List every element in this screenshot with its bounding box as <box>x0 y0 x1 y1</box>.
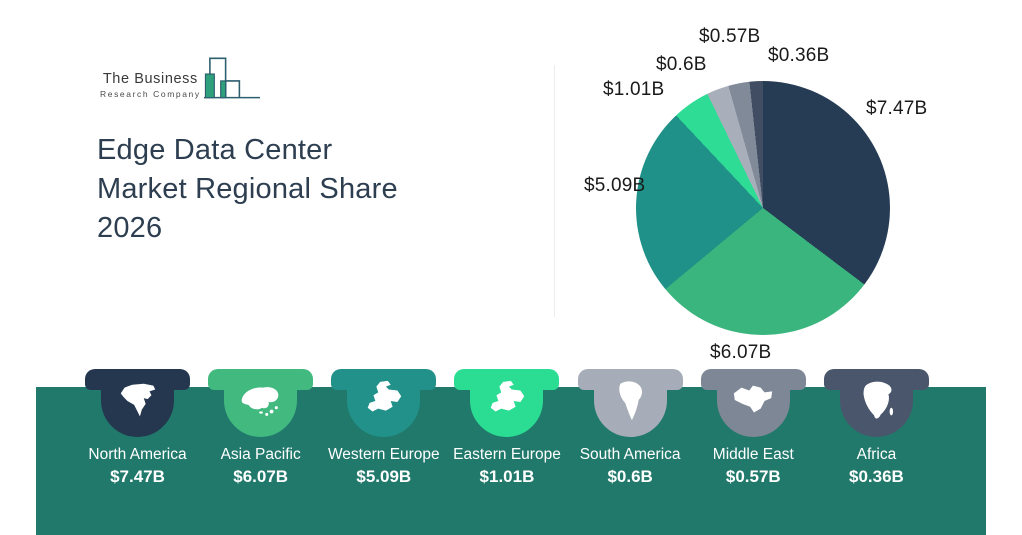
region-value: $0.6B <box>607 467 653 486</box>
region-name: Eastern Europe <box>453 446 561 463</box>
region-name: South America <box>579 446 681 463</box>
badge-ribbon-shape <box>577 369 683 437</box>
region-badge-middle-east: Middle East $0.57B <box>700 369 806 487</box>
pie-label-asia-pacific: $6.07B <box>710 342 772 363</box>
north-america-map-icon <box>115 378 161 424</box>
middle-east-map-icon <box>730 378 776 424</box>
logo: The Business Research Company <box>100 52 262 105</box>
region-value: $7.47B <box>110 467 165 486</box>
region-badge-eastern-europe: Eastern Europe $1.01B <box>453 369 561 487</box>
region-name: Africa <box>856 446 897 463</box>
vertical-divider <box>554 65 555 317</box>
region-badge-africa: Africa $0.36B <box>823 369 929 487</box>
europe-map-icon <box>361 378 407 424</box>
region-name: Middle East <box>712 446 794 463</box>
logo-company-name: The Business <box>102 71 198 87</box>
region-badge-asia-pacific: Asia Pacific $6.07B <box>208 369 314 487</box>
badge-ribbon-shape <box>208 369 314 437</box>
region-value: $5.09B <box>356 467 412 486</box>
region-badge-western-europe: Western Europe $5.09B <box>328 369 440 487</box>
logo-text: The Business Research Company <box>100 71 201 99</box>
region-value: $0.57B <box>725 467 781 486</box>
pie-label-africa: $0.36B <box>768 45 830 66</box>
page-title: Edge Data Center Market Regional Share 2… <box>97 131 537 248</box>
region-badge-row: North America $7.47B Asia Pacific $6.07B <box>36 369 986 487</box>
badge-ribbon-shape <box>454 369 560 437</box>
region-name: North America <box>88 446 187 463</box>
asia-pacific-map-icon <box>238 378 284 424</box>
pie-label-western-europe: $5.09B <box>584 175 646 196</box>
bar-chart-logo-icon <box>203 52 262 105</box>
badge-ribbon-shape <box>700 369 806 437</box>
pie-chart <box>636 81 890 335</box>
title-line-2: Market Regional Share <box>97 173 398 205</box>
title-line-3: 2026 <box>97 212 163 244</box>
region-value: $1.01B <box>479 467 535 486</box>
pie-label-north-america: $7.47B <box>866 98 928 119</box>
europe-map-icon <box>484 378 530 424</box>
africa-map-icon <box>853 378 899 424</box>
region-badge-south-america: South America $0.6B <box>577 369 683 487</box>
south-america-map-icon <box>607 378 653 424</box>
badge-ribbon-shape <box>331 369 437 437</box>
badge-ribbon-shape <box>85 369 190 437</box>
title-line-1: Edge Data Center <box>97 134 333 166</box>
logo-company-subname: Research Company <box>100 89 201 99</box>
badge-ribbon-shape <box>823 369 929 437</box>
region-name: Asia Pacific <box>220 446 301 463</box>
pie-label-eastern-europe: $1.01B <box>603 79 665 100</box>
pie-label-south-america: $0.6B <box>656 54 707 75</box>
region-value: $0.36B <box>849 467 904 486</box>
region-value: $6.07B <box>233 467 289 486</box>
region-badge-north-america: North America $7.47B <box>85 369 190 487</box>
region-name: Western Europe <box>327 446 440 463</box>
pie-label-middle-east: $0.57B <box>699 26 761 47</box>
